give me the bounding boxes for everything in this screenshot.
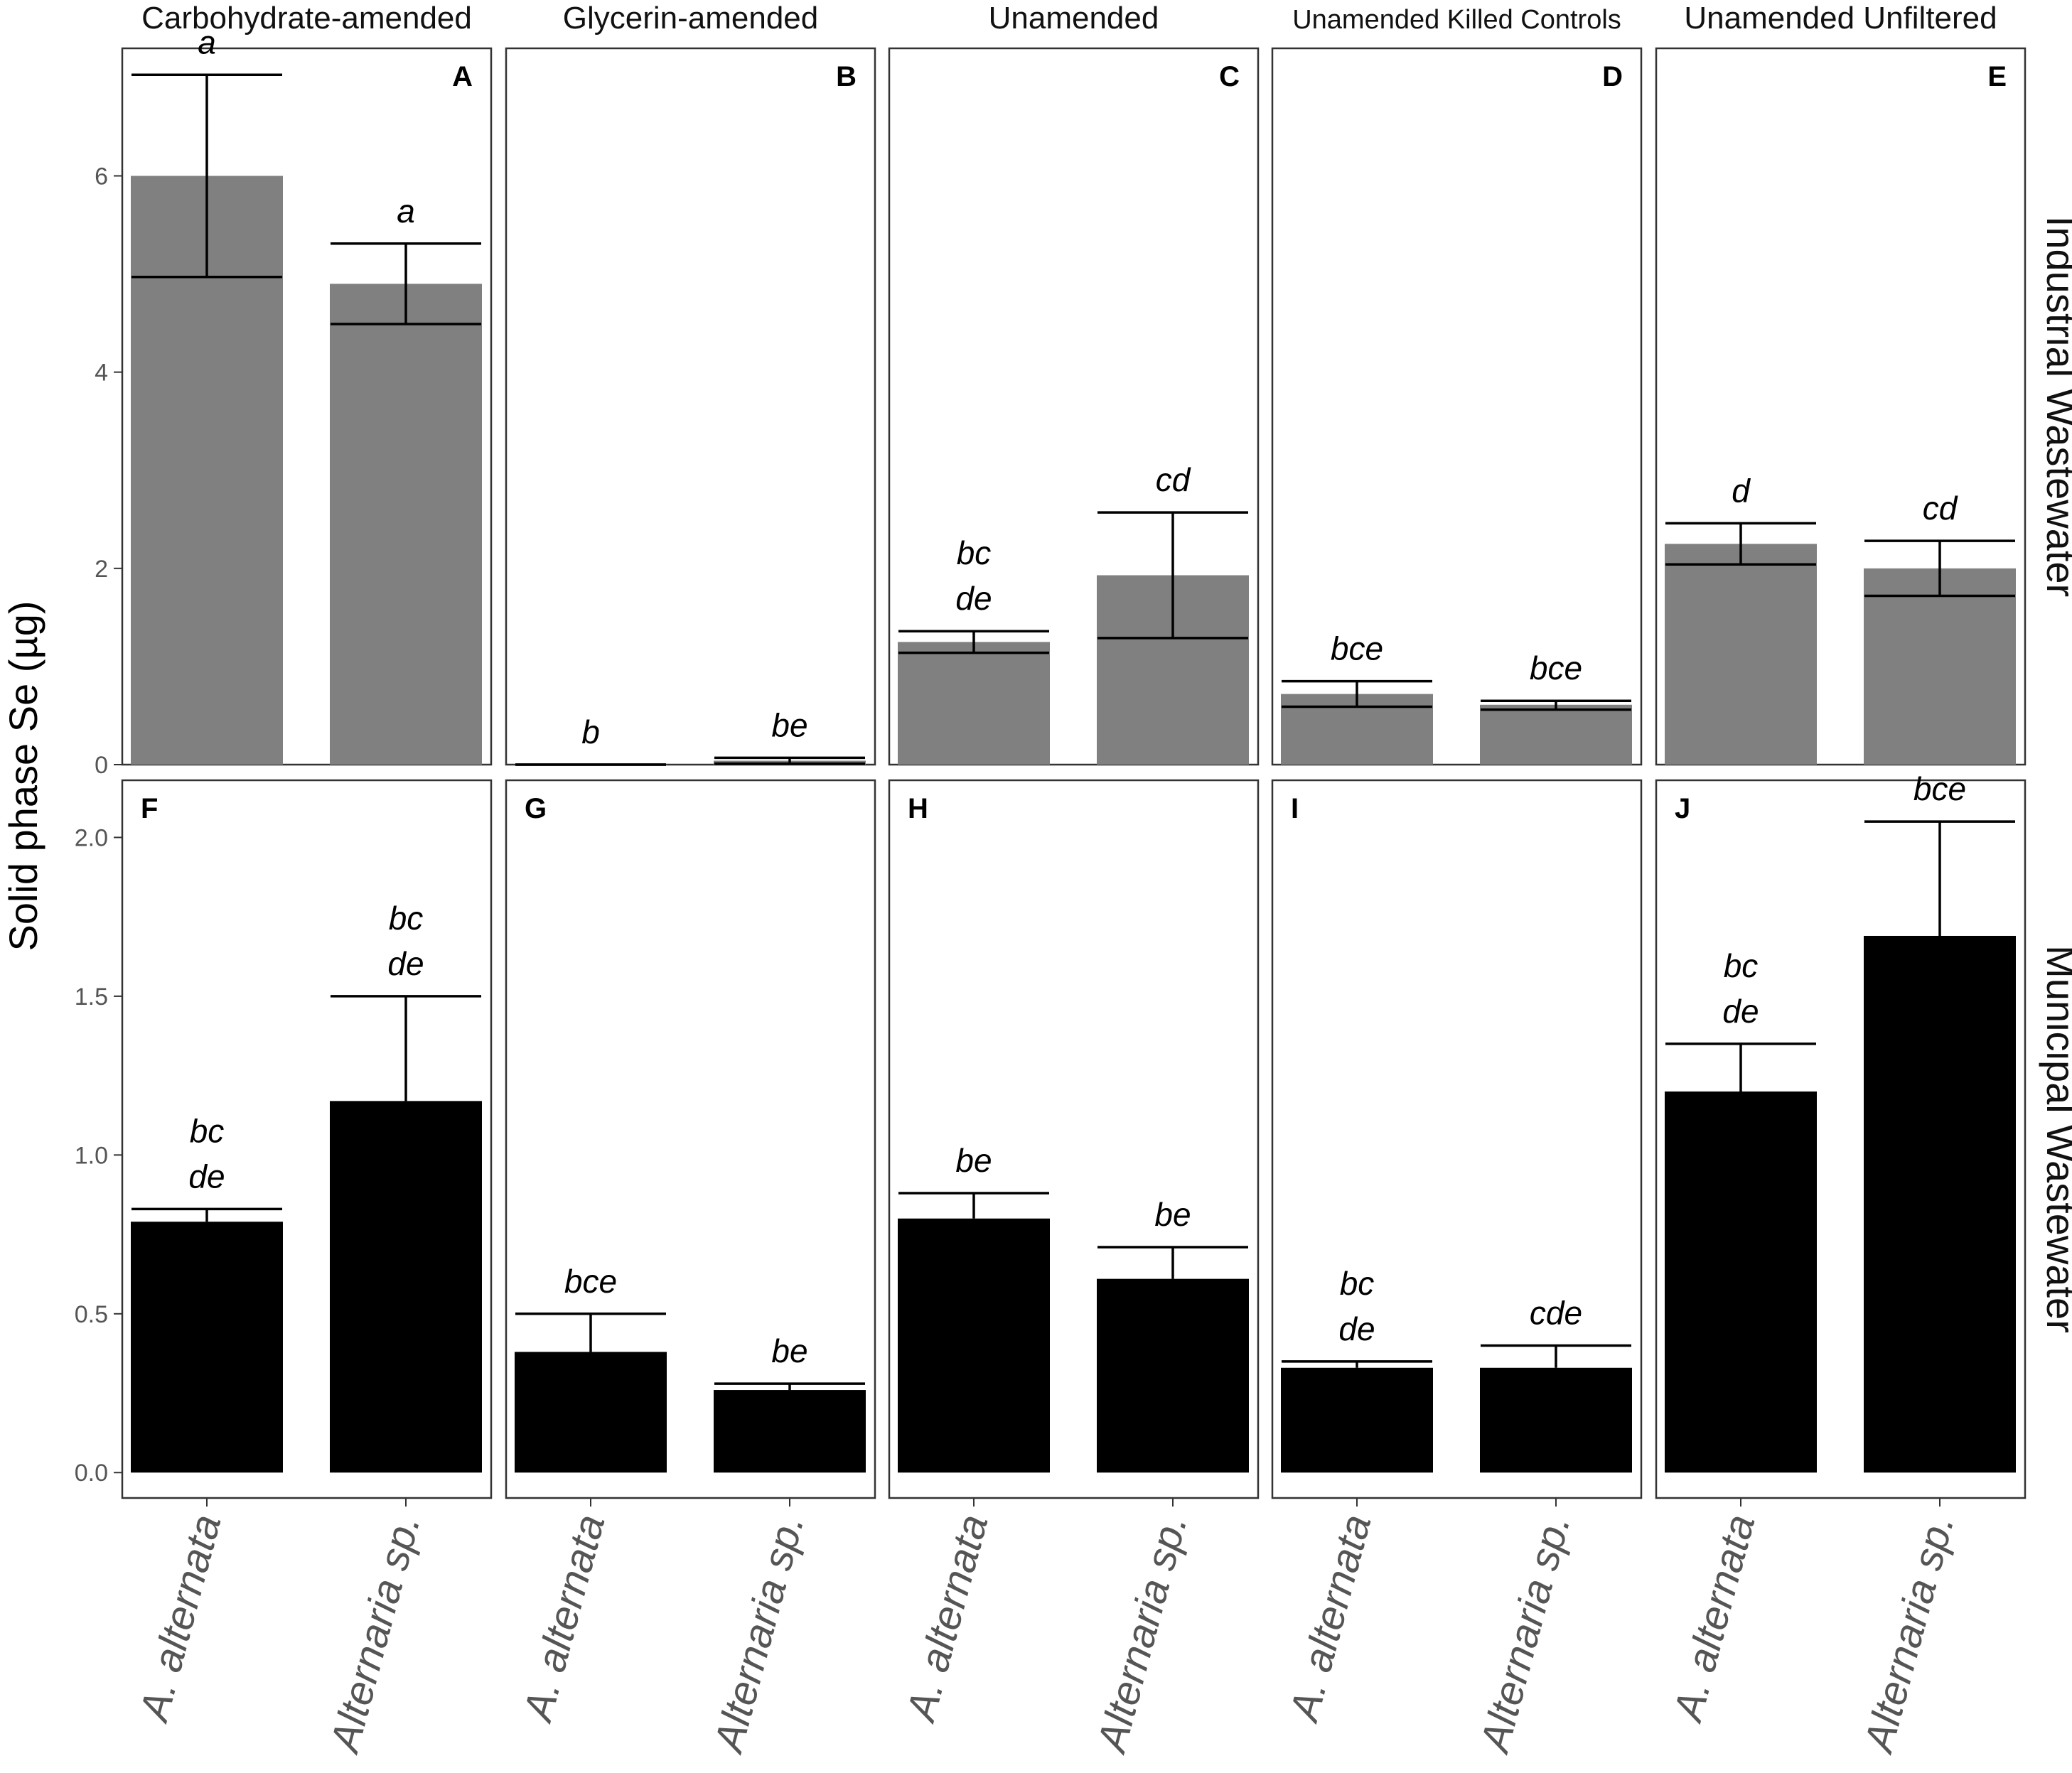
y-tick-label: 4: [95, 360, 108, 387]
x-category-label: Alternaria sp.: [1088, 1510, 1196, 1759]
x-category-label: A. alternata: [130, 1510, 230, 1728]
significance-label: de: [1338, 1310, 1375, 1347]
panel-letter: A: [452, 61, 473, 92]
significance-label: be: [771, 706, 807, 743]
significance-label: bc: [1724, 947, 1759, 984]
significance-label: de: [387, 945, 424, 982]
x-category-label: Alternaria sp.: [705, 1510, 813, 1759]
significance-label: de: [1722, 993, 1759, 1030]
significance-label: bce: [1331, 630, 1383, 667]
y-tick-label: 1.0: [75, 1142, 108, 1169]
significance-label: bce: [1530, 650, 1582, 686]
facet-strip-label: Glycerin-amended: [563, 1, 819, 36]
bar: [131, 1222, 283, 1473]
panel-frame: [1655, 779, 2027, 1499]
x-category-label: Alternaria sp.: [1855, 1510, 1963, 1759]
panel-frame: [888, 47, 1260, 766]
y-tick-label: 0: [95, 752, 108, 779]
y-tick-label: 6: [95, 163, 108, 190]
significance-label: cde: [1530, 1294, 1582, 1331]
panel-letter: D: [1602, 61, 1623, 92]
bar: [330, 284, 482, 765]
panel-frame: [121, 779, 493, 1499]
significance-label: bc: [1340, 1265, 1375, 1302]
bar: [1480, 1367, 1632, 1473]
y-tick-label: 2.0: [75, 824, 108, 851]
bar: [1480, 704, 1632, 765]
panel-letter: H: [908, 793, 928, 824]
panel-frame: [121, 47, 493, 766]
panel-letter: C: [1219, 61, 1240, 92]
significance-label: de: [955, 580, 992, 617]
significance-label: bc: [389, 900, 424, 937]
y-tick-label: 1.5: [75, 983, 108, 1011]
bar: [898, 642, 1050, 765]
y-tick-label: 0.5: [75, 1301, 108, 1328]
panel-letter: J: [1675, 793, 1690, 824]
x-category-label: A. alternata: [897, 1510, 997, 1728]
facet-row-label: Municipal Wastewater: [2039, 945, 2072, 1333]
panel-frame: [1271, 47, 1643, 766]
significance-label: bc: [190, 1112, 225, 1149]
bar: [1097, 1278, 1249, 1473]
bar: [1281, 1367, 1433, 1473]
panel-frame: [1655, 47, 2027, 766]
facet-strip-label: Unamended Killed Controls: [1292, 5, 1621, 35]
x-category-label: A. alternata: [1280, 1510, 1380, 1728]
panel-letter: G: [525, 793, 547, 824]
significance-label: cd: [1923, 490, 1958, 527]
x-category-label: A. alternata: [1664, 1510, 1764, 1728]
x-category-label: Alternaria sp.: [321, 1510, 429, 1759]
facet-row-label: Industrial Wastewater: [2039, 216, 2072, 597]
panel-frame: [888, 779, 1260, 1499]
significance-label: bce: [564, 1263, 617, 1300]
significance-label: a: [198, 23, 216, 60]
significance-label: bc: [957, 534, 992, 571]
panel-frame: [505, 779, 876, 1499]
bar: [1665, 544, 1817, 765]
bar: [714, 1390, 866, 1473]
bar: [330, 1101, 482, 1473]
y-tick-label: 0.0: [75, 1460, 108, 1487]
significance-label: cd: [1156, 461, 1191, 498]
bar: [898, 1218, 1050, 1473]
panel-frame: [505, 47, 876, 766]
bar: [1864, 568, 2016, 765]
x-category-label: Alternaria sp.: [1471, 1510, 1579, 1759]
significance-label: bce: [1913, 770, 1966, 807]
significance-label: de: [188, 1158, 225, 1195]
significance-label: b: [581, 713, 600, 750]
significance-label: d: [1732, 472, 1751, 509]
bar: [1864, 935, 2016, 1473]
panel-letter: B: [836, 61, 857, 92]
y-axis-title: Solid phase Se (µg): [1, 601, 45, 952]
significance-label: be: [1154, 1196, 1191, 1233]
x-category-label: A. alternata: [514, 1510, 613, 1728]
facet-strip-label: Unamended Unfiltered: [1684, 1, 1997, 36]
significance-label: a: [397, 193, 415, 230]
y-tick-label: 2: [95, 556, 108, 583]
bar: [1665, 1091, 1817, 1473]
facet-strip-label: Unamended: [989, 1, 1159, 36]
panel-letter: I: [1291, 793, 1299, 824]
facet-strip-label: Carbohydrate-amended: [141, 1, 472, 36]
significance-label: be: [771, 1332, 807, 1369]
bar: [515, 1352, 667, 1473]
panel-frame: [1271, 779, 1643, 1499]
panel-letter: E: [1987, 61, 2007, 92]
significance-label: be: [955, 1142, 992, 1179]
panel-letter: F: [141, 793, 158, 824]
